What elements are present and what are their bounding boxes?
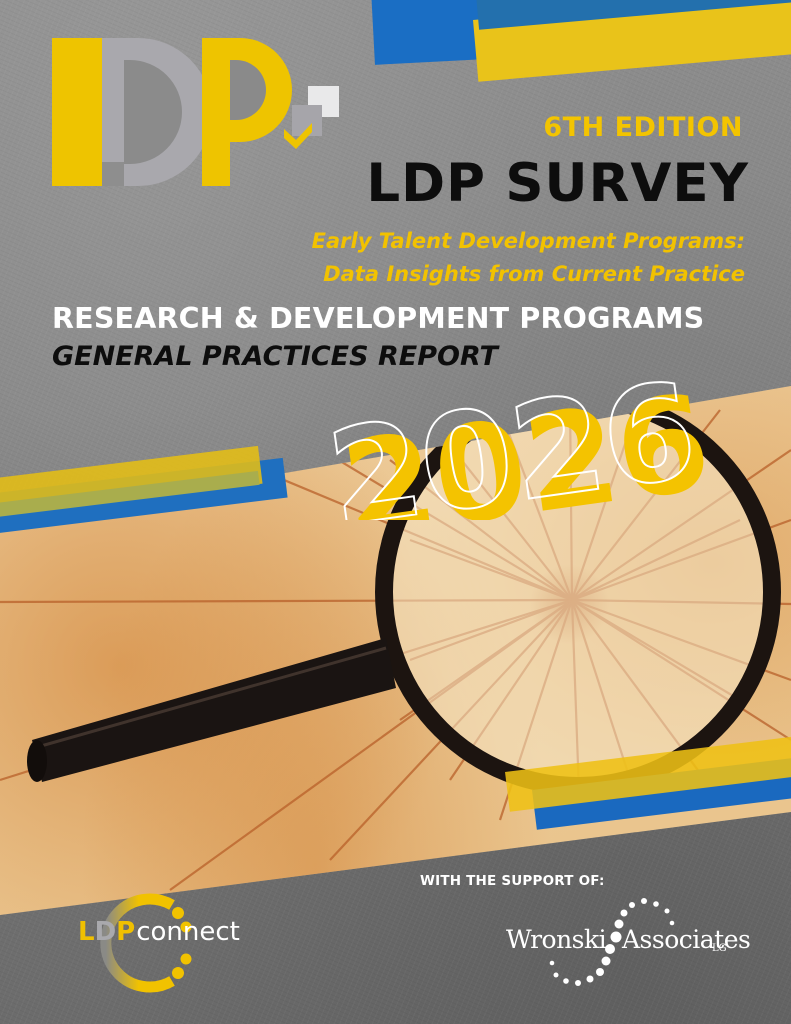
ldp-connect-logo: LDPconnect	[72, 885, 240, 995]
wronski-associates-logo: Wronski Associates LG	[500, 895, 751, 995]
magnifier-handle	[27, 638, 396, 782]
subtitle: Early Talent Development Programs: Data …	[312, 225, 745, 291]
survey-title: LDP SURVEY	[366, 153, 749, 214]
subtitle-line-2: Data Insights from Current Practice	[323, 262, 745, 286]
logo-letter-d-notch	[102, 162, 124, 186]
ldp-connect-wordmark: LDPconnect	[78, 917, 240, 947]
checkmark-squares-icon	[283, 83, 343, 153]
wronski-word: Wronski	[506, 925, 607, 954]
check-icon	[284, 123, 312, 149]
year-outline: 2026	[320, 354, 705, 520]
program-title: RESEARCH & DEVELOPMENT PROGRAMS	[52, 302, 705, 335]
magnifier-lens	[388, 402, 768, 782]
edition-label: 6TH EDITION	[543, 112, 743, 143]
ldp-logo	[52, 38, 352, 188]
dotted-swirl-icon	[549, 898, 675, 986]
associates-word: Associates	[622, 925, 751, 954]
subtitle-line-1: Early Talent Development Programs:	[311, 229, 745, 253]
logo-letter-p-stem	[202, 38, 230, 186]
wronski-monogram: LG	[712, 943, 727, 954]
ldp-connect-ring-icon	[100, 893, 192, 993]
report-title: GENERAL PRACTICES REPORT	[52, 341, 498, 372]
year-graphic: 2026 2026	[319, 353, 719, 520]
support-label: WITH THE SUPPORT OF:	[420, 873, 605, 889]
